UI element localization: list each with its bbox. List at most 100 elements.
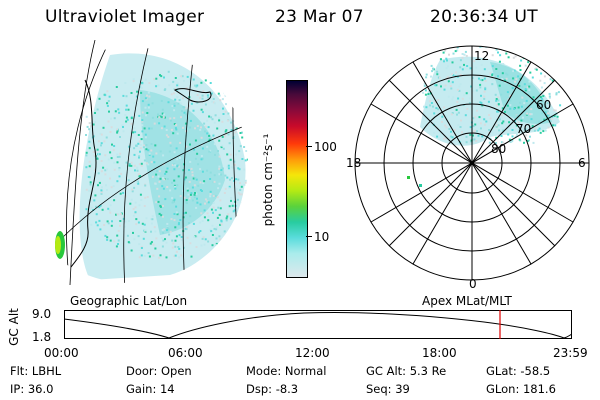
speckle-pixel: [118, 167, 121, 169]
speckle-pixel: [170, 119, 172, 122]
speckle-pixel: [104, 169, 107, 172]
speckle-pixel: [133, 127, 136, 130]
speckle-pixel: [476, 130, 478, 133]
speckle-pixel: [506, 46, 509, 49]
speckle-pixel: [548, 92, 551, 95]
speckle-pixel: [160, 75, 163, 78]
speckle-pixel: [225, 103, 227, 106]
speckle-pixel: [116, 153, 119, 156]
speckle-pixel: [239, 145, 242, 148]
speckle-pixel: [215, 242, 218, 245]
speckle-pixel: [105, 168, 108, 171]
time-tick-1800: 18:00: [422, 346, 457, 360]
speckle-pixel: [175, 128, 178, 131]
speckle-pixel: [140, 138, 143, 141]
speckle-pixel: [175, 205, 178, 208]
speckle-pixel: [171, 239, 174, 242]
speckle-pixel: [162, 239, 165, 242]
speckle-pixel: [97, 184, 99, 187]
speckle-pixel: [186, 75, 189, 78]
speckle-pixel: [474, 123, 477, 126]
speckle-pixel: [136, 181, 138, 184]
speckle-pixel: [211, 244, 214, 247]
speckle-pixel: [469, 67, 472, 70]
speckle-pixel: [230, 129, 233, 132]
speckle-pixel: [234, 131, 237, 134]
speckle-pixel: [159, 74, 161, 77]
speckle-pixel: [96, 157, 99, 160]
speckle-pixel: [530, 118, 533, 121]
speckle-pixel: [90, 223, 93, 226]
speckle-pixel: [496, 110, 499, 113]
speckle-pixel: [491, 54, 494, 57]
speckle-pixel: [138, 156, 140, 159]
speckle-pixel: [141, 130, 144, 133]
speckle-pixel: [168, 150, 171, 153]
speckle-pixel: [172, 80, 175, 83]
speckle-pixel: [85, 188, 88, 191]
speckle-pixel: [212, 206, 215, 209]
speckle-pixel: [479, 122, 482, 125]
speckle-pixel: [171, 164, 174, 167]
speckle-pixel: [514, 55, 517, 58]
speckle-pixel: [204, 198, 207, 201]
speckle-pixel: [251, 143, 253, 145]
mlt-label-12: 12: [474, 49, 489, 63]
speckle-pixel: [250, 202, 252, 204]
speckle-pixel: [220, 146, 223, 149]
speckle-pixel: [182, 212, 185, 215]
speckle-pixel: [226, 176, 229, 179]
speckle-pixel: [555, 93, 558, 96]
speckle-pixel: [174, 254, 177, 257]
speckle-pixel: [107, 158, 110, 161]
speckle-pixel: [451, 81, 454, 84]
speckle-pixel: [532, 96, 535, 99]
speckle-pixel: [155, 85, 158, 88]
speckle-pixel: [501, 72, 504, 75]
speckle-pixel: [544, 111, 547, 114]
speckle-pixel: [95, 205, 97, 208]
speckle-pixel: [430, 75, 432, 78]
speckle-pixel: [107, 207, 110, 210]
speckle-pixel: [166, 186, 169, 188]
speckle-pixel: [114, 110, 117, 113]
speckle-pixel: [178, 222, 180, 225]
speckle-pixel: [100, 170, 103, 173]
speckle-pixel: [196, 201, 199, 204]
speckle-pixel: [124, 220, 127, 223]
speckle-pixel: [88, 199, 91, 202]
speckle-pixel: [200, 126, 202, 129]
speckle-pixel: [132, 214, 135, 217]
param-dsp-value: -8.3: [275, 382, 299, 396]
speckle-pixel: [515, 124, 518, 127]
speckle-pixel: [519, 101, 521, 104]
speckle-pixel: [106, 104, 109, 107]
speckle-pixel: [140, 199, 143, 201]
speckle-pixel: [161, 245, 164, 248]
speckle-pixel: [172, 132, 175, 135]
speckle-pixel: [433, 131, 436, 134]
speckle-pixel: [550, 118, 553, 121]
speckle-pixel: [538, 123, 540, 126]
speckle-pixel: [109, 211, 112, 214]
speckle-pixel: [211, 118, 214, 121]
speckle-pixel: [208, 138, 211, 141]
speckle-pixel: [465, 92, 468, 95]
speckle-pixel: [554, 109, 557, 112]
speckle-pixel: [139, 143, 142, 146]
speckle-pixel: [556, 115, 559, 118]
speckle-pixel: [240, 193, 243, 196]
speckle-pixel: [85, 115, 88, 118]
speckle-pixel: [488, 129, 491, 131]
speckle-pixel: [116, 213, 119, 216]
colorbar-tick-10: [306, 236, 312, 237]
instrument-title: Ultraviolet Imager: [45, 7, 205, 27]
speckle-pixel: [244, 181, 247, 184]
speckle-pixel: [255, 147, 257, 149]
speckle-pixel: [515, 78, 518, 81]
speckle-pixel: [173, 213, 176, 215]
speckle-pixel: [436, 73, 439, 76]
speckle-pixel: [201, 147, 204, 150]
speckle-pixel: [144, 230, 147, 233]
speckle-pixel: [489, 72, 492, 75]
